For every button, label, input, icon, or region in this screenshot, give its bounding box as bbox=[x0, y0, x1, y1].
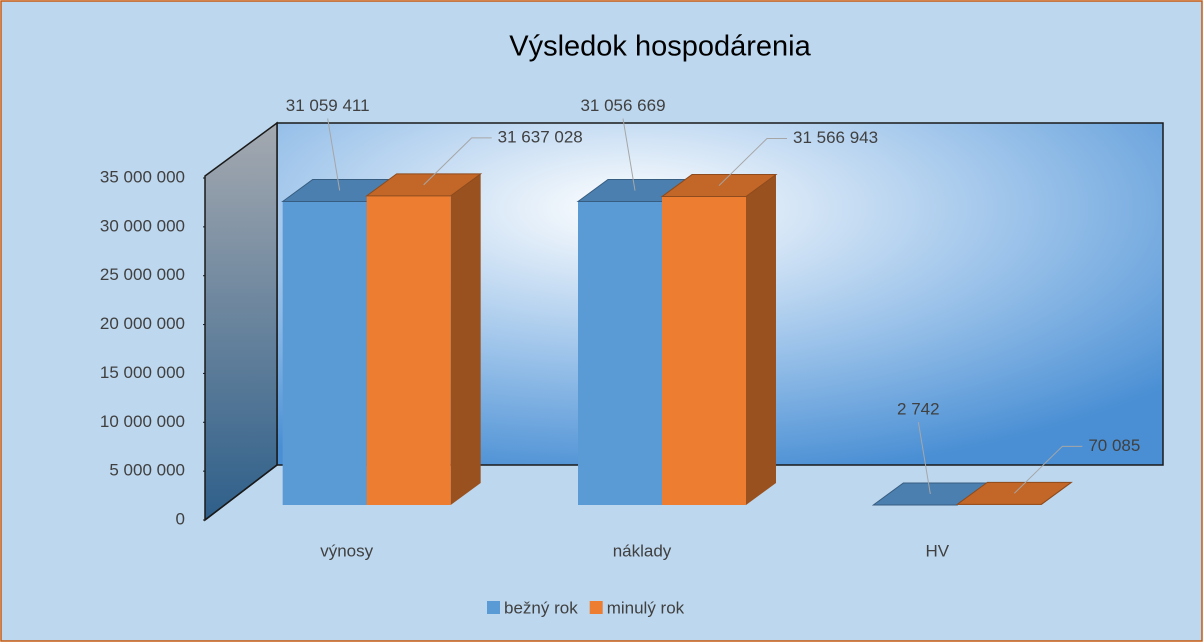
x-tick-label: HV bbox=[926, 541, 950, 560]
y-tick-label: 5 000 000 bbox=[109, 461, 185, 480]
bar bbox=[660, 174, 778, 505]
data-label: 31 059 411 bbox=[286, 96, 370, 115]
bar-front bbox=[282, 201, 367, 505]
leader-line bbox=[622, 118, 636, 191]
y-tick-label: 35 000 000 bbox=[100, 167, 185, 186]
x-tick-label: výnosy bbox=[320, 541, 373, 560]
leader-line bbox=[917, 421, 931, 495]
leader-line bbox=[423, 137, 492, 186]
data-label: 31 056 669 bbox=[580, 96, 665, 115]
leader-line bbox=[327, 118, 341, 191]
side-wall bbox=[204, 121, 278, 522]
y-tick-label: 30 000 000 bbox=[100, 216, 185, 235]
y-tick-label: 0 bbox=[176, 509, 185, 528]
bar-side bbox=[450, 173, 481, 506]
legend-label: minulý rok bbox=[607, 598, 685, 617]
legend-swatch bbox=[487, 601, 500, 614]
y-tick-label: 20 000 000 bbox=[100, 314, 185, 333]
leader-line bbox=[718, 138, 787, 186]
bar-front bbox=[366, 195, 451, 506]
legend-label: bežný rok bbox=[504, 598, 578, 617]
floor-edge bbox=[204, 464, 278, 521]
data-label: 31 637 028 bbox=[498, 127, 583, 146]
chart-title: Výsledok hospodárenia bbox=[509, 31, 811, 63]
x-tick-label: náklady bbox=[613, 541, 672, 560]
legend-swatch bbox=[589, 601, 603, 614]
bar-front bbox=[578, 201, 662, 505]
leader-line bbox=[1013, 445, 1083, 494]
data-label: 2 742 bbox=[897, 399, 940, 418]
y-tick-label: 15 000 000 bbox=[100, 363, 185, 382]
y-tick-label: 25 000 000 bbox=[100, 265, 185, 284]
data-label: 31 566 943 bbox=[793, 128, 878, 147]
bar bbox=[365, 173, 483, 506]
y-tick-label: 10 000 000 bbox=[100, 412, 185, 431]
data-label: 70 085 bbox=[1088, 436, 1140, 455]
bar-front bbox=[662, 196, 746, 505]
bar-side bbox=[746, 174, 776, 505]
